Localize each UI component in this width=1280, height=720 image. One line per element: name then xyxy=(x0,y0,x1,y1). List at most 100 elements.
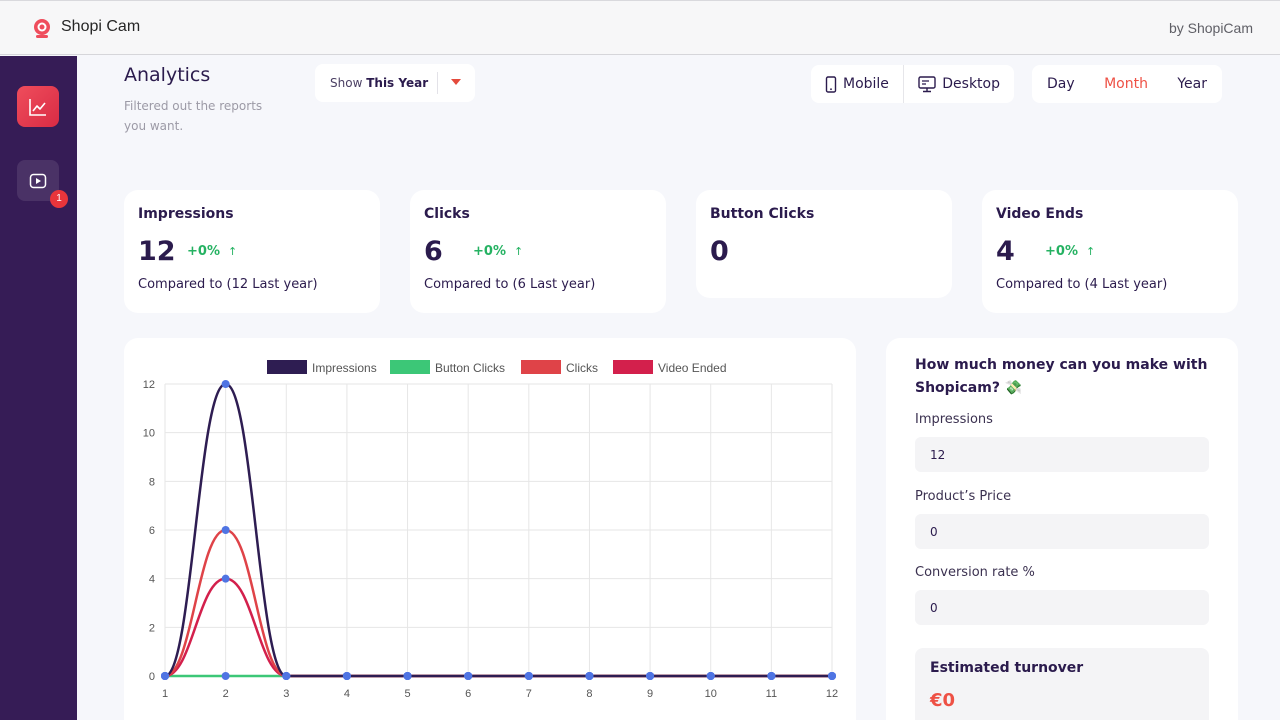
stat-compare: Compared to (4 Last year) xyxy=(996,277,1168,292)
arrow-up-icon: ↑ xyxy=(513,245,524,258)
chart-card: 0 2 4 6 8 10 12 1 2 3 4 5 6 7 8 9 10 11 12 Impressions Butto… xyxy=(124,338,856,720)
mobile-button[interactable]: Mobile xyxy=(811,65,905,103)
period-month-button[interactable]: Month xyxy=(1104,76,1148,92)
x-tick-label: 9 xyxy=(647,688,653,700)
show-prefix: Show xyxy=(330,76,363,90)
data-point xyxy=(464,672,473,680)
data-point xyxy=(524,672,533,680)
x-tick-label: 3 xyxy=(283,688,289,700)
impressions-label: Impressions xyxy=(915,412,993,427)
data-point xyxy=(282,672,291,680)
show-period-select[interactable]: Show This Year xyxy=(315,64,475,102)
data-point xyxy=(828,672,836,680)
x-tick-label: 12 xyxy=(826,688,838,700)
sidebar-item-analytics[interactable] xyxy=(17,86,59,127)
period-day-button[interactable]: Day xyxy=(1047,76,1075,92)
data-point xyxy=(221,574,230,583)
y-tick-label: 12 xyxy=(143,379,155,391)
stat-title: Video Ends xyxy=(996,206,1084,222)
brand-byline: by ShopiCam xyxy=(1168,20,1253,36)
page-title: Analytics xyxy=(124,64,211,86)
data-point xyxy=(161,672,169,680)
data-point xyxy=(342,672,351,680)
device-toggle: Mobile Desktop xyxy=(811,65,1014,103)
legend-swatch xyxy=(390,360,430,374)
legend-swatch xyxy=(267,360,307,374)
select-divider xyxy=(437,72,438,94)
notification-badge: 1 xyxy=(50,190,68,208)
stat-compare: Compared to (6 Last year) xyxy=(424,277,596,292)
price-input[interactable] xyxy=(915,514,1209,549)
legend-label: Impressions xyxy=(312,361,377,375)
stat-value: 6 xyxy=(424,236,443,267)
calculator-title: How much money can you make with Shopica… xyxy=(915,357,1208,396)
stat-title: Clicks xyxy=(424,206,470,222)
legend-label: Video Ended xyxy=(658,361,727,375)
conversion-input[interactable] xyxy=(915,590,1209,625)
x-tick-label: 4 xyxy=(344,688,350,700)
stat-value: 4 xyxy=(996,236,1015,267)
data-point xyxy=(706,672,715,680)
arrow-up-icon: ↑ xyxy=(227,245,238,258)
stat-compare: Compared to (12 Last year) xyxy=(138,277,318,292)
period-year-button[interactable]: Year xyxy=(1177,76,1207,92)
data-point xyxy=(221,672,230,680)
data-point xyxy=(646,672,655,680)
mobile-label: Mobile xyxy=(843,76,889,92)
stat-delta: +0% xyxy=(187,244,220,259)
stat-value: 0 xyxy=(710,236,729,267)
x-tick-label: 8 xyxy=(586,688,592,700)
estimate-value: €0 xyxy=(930,690,956,711)
y-tick-label: 0 xyxy=(149,671,155,683)
y-tick-label: 10 xyxy=(143,428,155,440)
show-value: This Year xyxy=(366,76,429,90)
stat-title: Button Clicks xyxy=(710,206,815,222)
period-toggle: Day Month Year xyxy=(1032,65,1222,103)
top-bar: Shopi Cam by ShopiCam xyxy=(0,0,1280,55)
app-title: Shopi Cam xyxy=(61,18,141,35)
estimate-title: Estimated turnover xyxy=(930,660,1084,676)
impressions-input[interactable] xyxy=(915,437,1209,472)
shopicam-logo-icon xyxy=(34,19,50,38)
y-tick-label: 6 xyxy=(149,525,155,537)
stat-value: 12 xyxy=(138,236,176,267)
sidebar-item-videos[interactable]: 1 xyxy=(17,160,68,208)
chevron-down-icon[interactable] xyxy=(451,79,461,85)
legend-label: Clicks xyxy=(566,361,598,375)
conversion-label: Conversion rate % xyxy=(915,565,1035,580)
stat-card-impressions: Impressions 12 +0% ↑ Compared to (12 Las… xyxy=(124,190,380,313)
x-tick-label: 6 xyxy=(465,688,471,700)
x-tick-label: 2 xyxy=(223,688,229,700)
chart-line-icon xyxy=(29,98,46,116)
data-point xyxy=(403,672,412,680)
data-point xyxy=(221,380,230,388)
arrow-up-icon: ↑ xyxy=(1085,245,1096,258)
x-tick-label: 7 xyxy=(526,688,532,700)
stat-delta: +0% xyxy=(1045,244,1078,259)
y-tick-label: 8 xyxy=(149,476,155,488)
estimated-turnover-box: Estimated turnover €0 xyxy=(915,648,1209,720)
desktop-button[interactable]: Desktop xyxy=(904,65,1014,103)
price-label: Product’s Price xyxy=(915,489,1012,504)
y-tick-label: 4 xyxy=(149,574,155,586)
legend-label: Button Clicks xyxy=(435,361,505,375)
desktop-label: Desktop xyxy=(942,76,1000,92)
stat-card-video-ends: Video Ends 4 +0% ↑ Compared to (4 Last y… xyxy=(982,190,1238,313)
stat-title: Impressions xyxy=(138,206,234,222)
x-tick-label: 5 xyxy=(404,688,410,700)
desktop-monitor-icon xyxy=(918,75,936,92)
y-tick-label: 2 xyxy=(149,622,155,634)
play-icon xyxy=(29,173,47,188)
data-point xyxy=(585,672,594,680)
x-tick-label: 1 xyxy=(162,688,168,700)
stat-card-button-clicks: Button Clicks 0 xyxy=(696,190,952,298)
x-tick-label: 10 xyxy=(705,688,717,700)
mobile-phone-icon xyxy=(825,75,837,93)
stat-card-clicks: Clicks 6 +0% ↑ Compared to (6 Last year) xyxy=(410,190,666,313)
legend-swatch xyxy=(613,360,653,374)
x-tick-label: 11 xyxy=(766,688,777,700)
data-point xyxy=(221,526,230,534)
stat-delta: +0% xyxy=(473,244,506,259)
earnings-calculator: How much money can you make with Shopica… xyxy=(886,338,1238,720)
